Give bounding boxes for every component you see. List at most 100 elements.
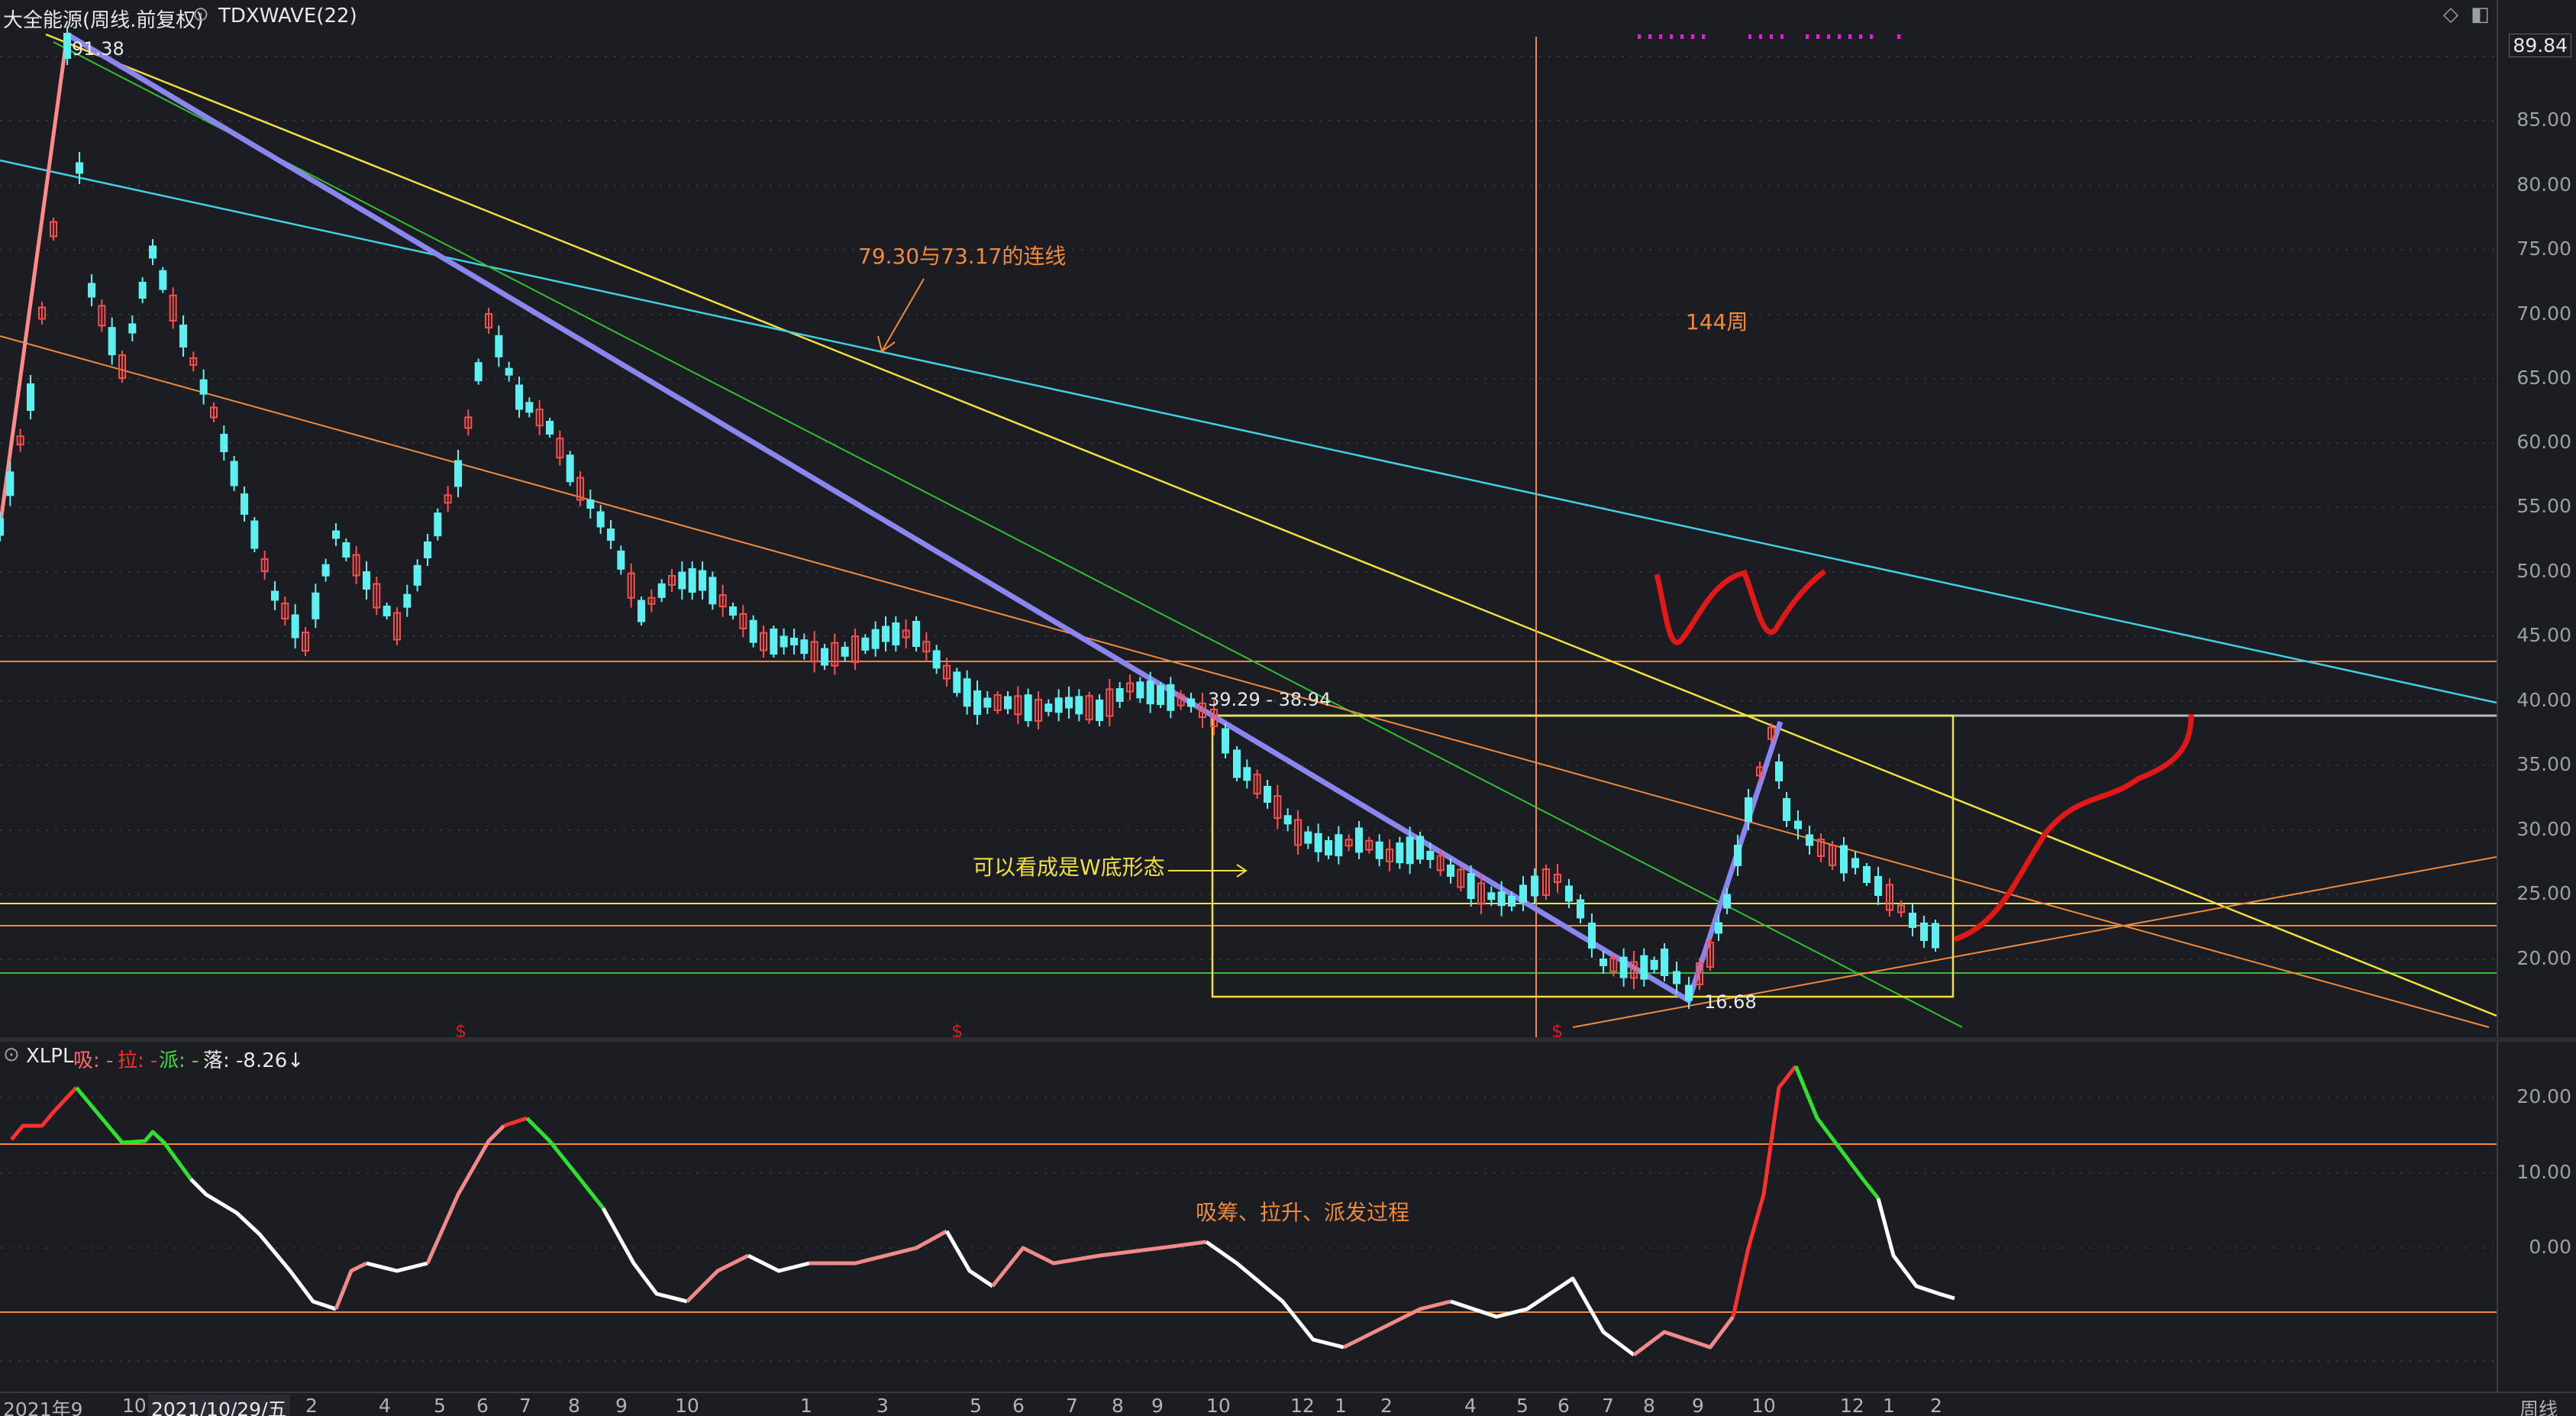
candle-body [943,664,951,680]
time-axis-label: 8 [1643,1395,1655,1416]
candle-body [220,434,228,452]
price-axis-tick: 35.00 [2516,753,2571,775]
osc-axis-tick: 0.00 [2529,1236,2571,1258]
candle-body [525,402,534,413]
candle-body [1199,703,1206,718]
candle-body [1650,959,1658,970]
candle-body [1706,942,1714,968]
price-axis-tick: 80.00 [2516,173,2571,196]
candle-body [1673,971,1680,984]
candle-body [1531,875,1538,897]
candle-body [250,520,259,549]
trendline-note: 79.30与73.17的连线 [858,244,1067,269]
panel-divider[interactable] [0,1037,2576,1042]
candle-body [281,603,289,619]
candle-body [546,421,554,435]
candle-body [50,221,57,238]
oscillator-axis[interactable]: 20.00 10.00 0.00 [2497,1042,2576,1392]
candle-body [780,635,788,648]
time-axis-label: 6 [1558,1395,1570,1416]
candle-body [495,335,503,357]
candle-body [1920,923,1928,941]
candle-body [1222,728,1229,754]
candle-body [108,327,116,356]
time-axis[interactable] [0,1392,2576,1416]
candle-body [1565,885,1573,902]
candle-body [1375,841,1383,859]
cycle-note: 144周 [1686,309,1748,335]
candle-body [1554,874,1561,883]
candle-body [373,583,381,609]
candle-body [1783,798,1790,821]
candle-body [1396,842,1404,864]
candle-body [770,629,778,655]
candle-body [1829,845,1836,866]
candle-body [810,641,818,663]
candle-body [240,493,248,515]
candle-body [1806,834,1813,846]
candle-body [1416,836,1424,860]
candle-body [128,323,137,334]
candle-body [709,577,717,605]
candle-body [98,305,106,327]
period-label[interactable]: 周线 [2520,1398,2558,1416]
candle-body [1014,695,1022,716]
candle-body [973,690,981,715]
candle-body [1243,767,1251,781]
oscillator-segment [601,1207,688,1304]
settings-circle-icon[interactable]: ⊙ [192,3,209,26]
candle-body [1897,904,1905,913]
candle-body [1004,696,1012,710]
osc-axis-tick: 20.00 [2516,1085,2571,1107]
diamond-icon[interactable]: ◇ [2443,3,2458,26]
last-price-tag: 89.84 [2509,34,2571,57]
candle-body [464,416,473,429]
osc-settings-icon[interactable]: ⊙ [3,1043,20,1066]
candle-body [1661,949,1668,976]
candle-body [0,518,4,536]
range-price-label: 39.29 - 38.94 [1208,689,1332,710]
candle-body [271,590,279,601]
time-axis-label: 5 [970,1395,982,1416]
candle-body [912,621,920,647]
candle-body [790,638,798,645]
panel-toggle-icon[interactable]: ◧ [2471,3,2490,26]
candle-body [1447,865,1454,877]
candle-body [1436,855,1445,871]
price-chart-panel[interactable]: 大全能源(周线.前复权) ⊙ TDXWAVE(22) ◇ ◧ 91.38 39.… [0,0,2497,1042]
candle-body [596,511,605,528]
candle-body [1365,839,1374,851]
candle-body [1264,786,1271,803]
indicator-name[interactable]: TDXWAVE(22) [218,5,357,27]
candle-body [505,367,513,376]
candle-body [1487,892,1496,900]
candle-body [1863,866,1871,883]
price-axis-tick: 55.00 [2516,495,2571,517]
time-axis-label: 1 [1883,1395,1895,1416]
time-axis-label: 6 [1012,1395,1025,1416]
price-axis[interactable]: 89.84 85.00 80.00 75.00 70.00 65.00 60.00 55.0… [2497,0,2576,1037]
candle-body [1035,699,1042,722]
candle-body [1767,726,1775,740]
price-axis-tick: 75.00 [2516,238,2571,260]
candle-body [413,564,421,586]
oscillator-segment [1632,1315,1735,1356]
time-axis-label: 9 [1151,1395,1164,1416]
oscillator-segment [944,1230,994,1288]
dollar-mark-2: $ [951,1020,964,1042]
candle-body [38,306,46,320]
osc-name[interactable]: XLPL [26,1045,74,1068]
candle-body [1508,896,1516,907]
price-axis-tick: 25.00 [2516,882,2571,904]
candle-body [485,313,492,328]
candle-body [1314,832,1322,852]
time-axis-label: 6 [476,1395,489,1416]
candle-body [729,606,737,616]
candle-body [821,648,828,666]
oscillator-segment [334,1261,368,1310]
candle-body [1146,681,1154,705]
candle-body [963,678,971,707]
time-axis-label: 10 [675,1395,699,1416]
oscillator-panel[interactable]: ⊙ XLPL 吸: - 拉: - 派: - 落: -8.26↓ 吸筹、拉升、派发… [0,1042,2497,1392]
candle-body [1874,876,1882,896]
